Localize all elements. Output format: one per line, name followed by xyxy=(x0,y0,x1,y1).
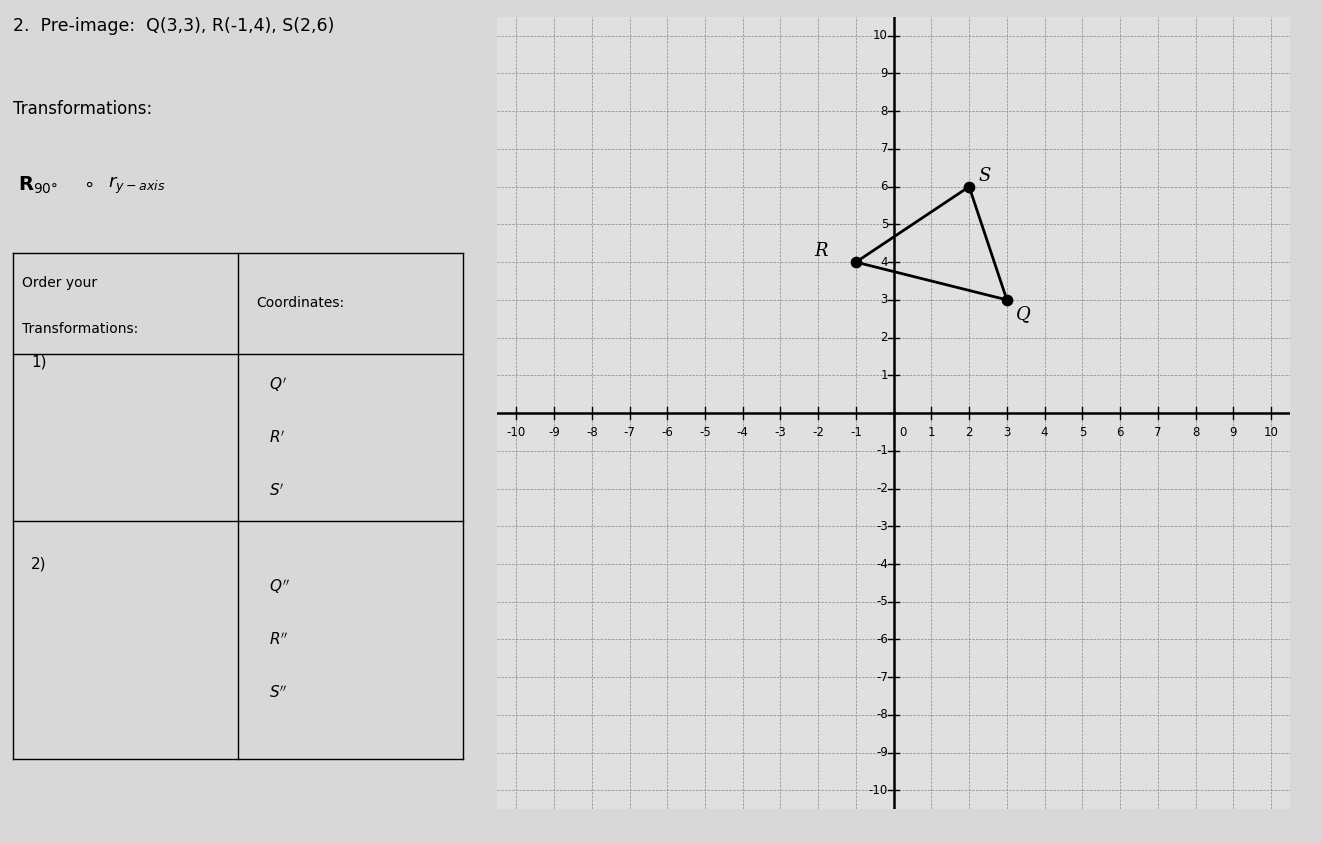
Text: 5: 5 xyxy=(1079,427,1087,439)
Text: 6: 6 xyxy=(1116,427,1124,439)
Text: -4: -4 xyxy=(736,427,748,439)
Text: 10: 10 xyxy=(873,30,888,42)
Text: -6: -6 xyxy=(876,633,888,646)
Text: 4: 4 xyxy=(1040,427,1048,439)
Text: 7: 7 xyxy=(880,142,888,155)
Text: 10: 10 xyxy=(1264,427,1278,439)
Text: 1): 1) xyxy=(32,354,46,369)
Text: 8: 8 xyxy=(880,105,888,118)
Text: 8: 8 xyxy=(1192,427,1199,439)
Text: Transformations:: Transformations: xyxy=(13,100,152,118)
Text: $\mathbf{R}_{90°}$: $\mathbf{R}_{90°}$ xyxy=(17,175,58,196)
Text: -6: -6 xyxy=(661,427,673,439)
Text: -8: -8 xyxy=(876,708,888,722)
Text: -4: -4 xyxy=(876,557,888,571)
Text: -2: -2 xyxy=(812,427,824,439)
Text: 9: 9 xyxy=(880,67,888,80)
Text: $R''$: $R''$ xyxy=(270,631,290,648)
Text: $R'$: $R'$ xyxy=(270,429,286,446)
Text: 1: 1 xyxy=(928,427,935,439)
Text: Q: Q xyxy=(1017,304,1031,323)
Text: -5: -5 xyxy=(876,595,888,609)
Text: 0: 0 xyxy=(899,427,907,439)
Text: -7: -7 xyxy=(876,671,888,684)
Text: -1: -1 xyxy=(876,444,888,457)
Text: -2: -2 xyxy=(876,482,888,495)
Text: -9: -9 xyxy=(876,746,888,760)
Point xyxy=(958,180,980,193)
Text: -5: -5 xyxy=(699,427,711,439)
Text: 1: 1 xyxy=(880,369,888,382)
Text: -9: -9 xyxy=(549,427,561,439)
Text: 9: 9 xyxy=(1229,427,1237,439)
Text: $S'$: $S'$ xyxy=(270,482,286,499)
Text: 5: 5 xyxy=(880,217,888,231)
Text: 7: 7 xyxy=(1154,427,1162,439)
Text: R: R xyxy=(814,243,828,260)
Text: $Q'$: $Q'$ xyxy=(270,375,287,394)
Text: 3: 3 xyxy=(880,293,888,306)
Point xyxy=(845,255,866,269)
Text: -1: -1 xyxy=(850,427,862,439)
Text: 2): 2) xyxy=(32,556,46,572)
Text: 3: 3 xyxy=(1003,427,1010,439)
Text: -3: -3 xyxy=(876,520,888,533)
Text: -3: -3 xyxy=(775,427,787,439)
Text: 2: 2 xyxy=(965,427,973,439)
Text: -8: -8 xyxy=(586,427,598,439)
Point xyxy=(997,293,1018,307)
Text: $S''$: $S''$ xyxy=(270,685,288,701)
Text: 4: 4 xyxy=(880,255,888,269)
Text: $Q''$: $Q''$ xyxy=(270,577,291,596)
Text: Transformations:: Transformations: xyxy=(22,322,139,336)
Text: S: S xyxy=(978,167,992,185)
Text: $\circ$: $\circ$ xyxy=(83,175,94,193)
Text: -10: -10 xyxy=(506,427,526,439)
Text: 2: 2 xyxy=(880,331,888,344)
Text: -7: -7 xyxy=(624,427,636,439)
Text: $r_{y-axis}$: $r_{y-axis}$ xyxy=(107,175,165,196)
Text: -10: -10 xyxy=(869,784,888,797)
Text: 6: 6 xyxy=(880,180,888,193)
Text: 2.  Pre-image:  Q(3,3), R(-1,4), S(2,6): 2. Pre-image: Q(3,3), R(-1,4), S(2,6) xyxy=(13,17,334,35)
Text: Order your: Order your xyxy=(22,277,98,290)
Text: Coordinates:: Coordinates: xyxy=(256,297,344,310)
